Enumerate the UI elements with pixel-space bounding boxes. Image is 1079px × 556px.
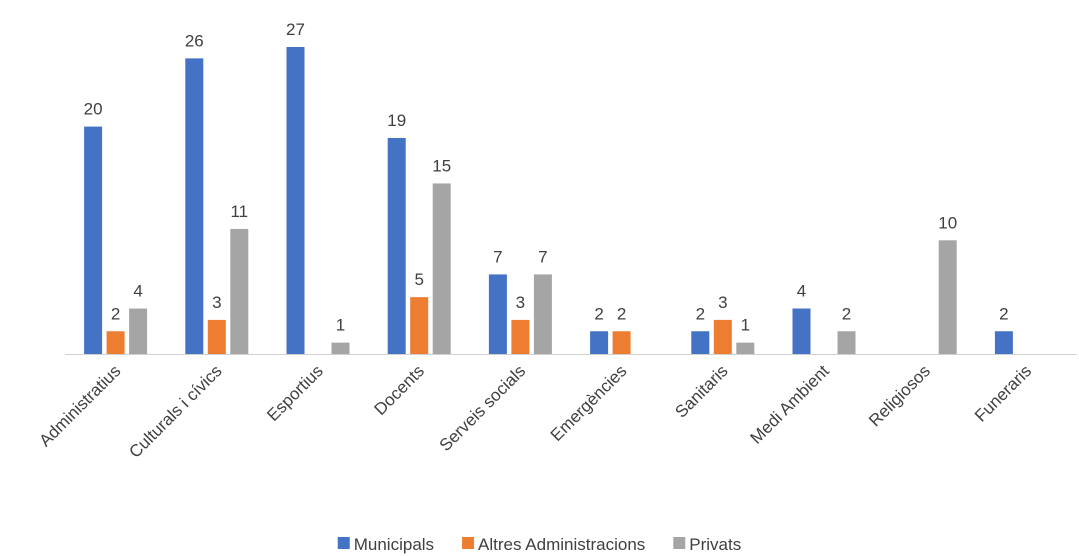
bar [387,137,406,354]
bar [488,274,507,354]
x-tick-label: Docents [370,361,428,419]
x-tick-label: Funeraris [971,361,1035,425]
x-tick-label: Culturals i cívics [125,361,225,461]
bar [286,47,305,354]
data-label: 2 [617,304,626,323]
legend-label: Municipals [354,535,434,554]
bar [612,331,631,354]
data-label: 27 [286,20,305,39]
bar [432,183,451,354]
data-label: 26 [185,31,204,50]
bar [511,319,530,354]
data-label: 4 [797,282,806,301]
bar [410,297,429,354]
bar [533,274,552,354]
x-tick-label: Sanitaris [671,361,731,421]
x-tick-label: Emergències [547,361,631,445]
data-label: 2 [594,304,603,323]
bar [736,342,755,354]
data-label: 3 [718,293,727,312]
x-tick-label: Esportius [263,361,327,425]
legend-swatch [673,537,686,549]
x-tick-label: Religiosos [865,361,934,430]
data-label: 7 [538,247,547,266]
legend-label: Altres Administracions [478,535,645,554]
bar [691,331,710,354]
bar [185,58,204,354]
bar [837,331,856,354]
bar [792,308,811,354]
bar [713,319,732,354]
legend-swatch [462,537,475,549]
x-tick-label: Administratius [35,361,124,450]
data-label: 15 [432,156,451,175]
data-label: 3 [212,293,221,312]
data-label: 10 [938,213,957,232]
bar [129,308,148,354]
data-label: 19 [387,111,406,130]
data-label: 5 [414,270,423,289]
data-label: 11 [230,202,248,221]
bar [207,319,226,354]
data-label: 20 [84,100,103,119]
bar [590,331,609,354]
data-label: 2 [696,304,705,323]
bar [230,228,249,354]
data-label: 2 [999,304,1008,323]
legend-label: Privats [689,535,741,554]
data-label: 3 [516,293,525,312]
bar [994,331,1013,354]
x-tick-label: Medi Ambient [747,361,833,447]
bar [938,240,957,354]
data-label: 4 [133,282,142,301]
data-label: 7 [493,247,502,266]
data-label: 2 [842,304,851,323]
data-label: 1 [741,316,750,335]
bar [106,331,125,354]
legend-swatch [337,537,350,549]
x-tick-label: Serveis socials [436,361,530,455]
bar [84,126,103,354]
bar [331,342,350,354]
data-label: 2 [111,304,120,323]
data-label: 1 [336,316,345,335]
